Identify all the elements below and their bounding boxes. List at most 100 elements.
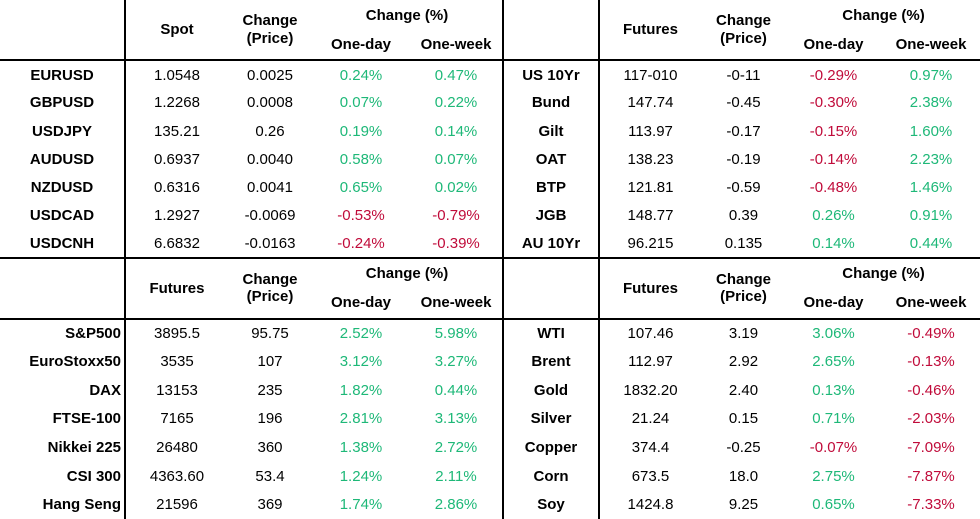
bond-rows: US 10Yr 117-010 -0-11 -0.29% 0.97% Bund 147.74… xyxy=(502,60,980,260)
one-week-pct-cell: 0.02% xyxy=(434,178,478,196)
col-header-one-week: One-week xyxy=(881,288,980,320)
table-row: US 10Yr 117-010 -0-11 -0.29% 0.97% xyxy=(502,60,980,89)
price-cell: 13153 xyxy=(156,381,198,399)
fx-header: Spot Change (Price) Change (%) One-day O… xyxy=(0,0,502,62)
table-row: USDJPY 135.21 0.26 0.19% 0.14% xyxy=(0,116,502,146)
one-week-pct-cell: -0.13% xyxy=(907,353,955,371)
col-header-change-price: Change (Price) xyxy=(701,258,786,320)
one-week-pct-cell: 0.44% xyxy=(434,381,478,399)
price-cell: 6.6832 xyxy=(125,229,228,260)
price-cell: 135.21 xyxy=(154,122,200,140)
col-header-change-pct: Change (%) xyxy=(365,265,449,283)
one-week-pct-cell: 3.27% xyxy=(434,353,478,371)
one-week-pct-cell: 2.38% xyxy=(909,94,953,112)
instrument-label: USDCNH xyxy=(0,229,126,260)
change-cell: 2.92 xyxy=(728,353,759,371)
one-day-pct-cell: 0.24% xyxy=(339,66,383,84)
price-cell: 1.2268 xyxy=(154,94,200,112)
table-row: NZDUSD 0.6316 0.0041 0.65% 0.02% xyxy=(0,173,502,202)
corner-cell xyxy=(502,0,600,62)
corner-cell xyxy=(0,0,126,62)
instrument-label: DAX xyxy=(0,375,126,405)
change-cell: 2.40 xyxy=(728,381,759,399)
change-cell: 9.25 xyxy=(728,496,759,514)
table-row: WTI 107.46 3.19 3.06% -0.49% xyxy=(502,318,980,348)
change-cell: 0.0040 xyxy=(247,150,293,168)
col-header-one-day: One-day xyxy=(312,30,410,62)
table-row: Soy 1424.8 9.25 0.65% -7.33% xyxy=(502,490,980,519)
table-row: GBPUSD 1.2268 0.0008 0.07% 0.22% xyxy=(0,88,502,117)
col-header-futures: Futures xyxy=(599,258,701,320)
instrument-label: FTSE-100 xyxy=(0,404,126,434)
col-header-change-price: Change (Price) xyxy=(228,258,312,320)
instrument-label: NZDUSD xyxy=(0,173,126,202)
one-day-pct-cell: -0.48% xyxy=(809,178,858,196)
table-row: Gold 1832.20 2.40 0.13% -0.46% xyxy=(502,375,980,405)
one-week-pct-cell: 1.60% xyxy=(909,122,953,140)
change-cell: 0.0008 xyxy=(247,94,293,112)
one-day-pct-cell: 2.81% xyxy=(339,410,383,428)
instrument-label: USDCAD xyxy=(0,201,126,230)
price-cell: 1832.20 xyxy=(623,381,678,399)
price-cell: 3535 xyxy=(160,353,194,371)
one-day-pct-cell: 1.38% xyxy=(339,438,383,456)
col-header-one-week: One-week xyxy=(881,30,980,62)
price-cell: 21596 xyxy=(156,496,198,514)
one-day-pct-cell: 0.07% xyxy=(339,94,383,112)
instrument-label: EuroStoxx50 xyxy=(0,347,126,376)
instrument-label: AUDUSD xyxy=(0,145,126,174)
one-day-pct-cell: 1.74% xyxy=(339,496,383,514)
table-row: EuroStoxx50 3535 107 3.12% 3.27% xyxy=(0,347,502,376)
instrument-label: Nikkei 225 xyxy=(0,433,126,462)
one-week-pct-cell: -0.49% xyxy=(907,324,955,342)
change-cell: -0.0069 xyxy=(244,207,296,225)
change-cell: 0.39 xyxy=(728,207,759,225)
instrument-label: Brent xyxy=(502,347,600,376)
table-row: Gilt 113.97 -0.17 -0.15% 1.60% xyxy=(502,116,980,146)
bonds-header: Futures Change (Price) Change (%) One-da… xyxy=(502,0,980,62)
bonds-commodities-table: Futures Change (Price) Change (%) One-da… xyxy=(502,0,980,519)
one-week-pct-cell: 3.13% xyxy=(434,410,478,428)
instrument-label: Hang Seng xyxy=(0,490,126,519)
one-week-pct-cell: 0.97% xyxy=(909,66,953,84)
change-cell: 0.26 xyxy=(255,122,285,140)
one-day-pct-cell: 2.75% xyxy=(812,467,855,485)
table-row: Hang Seng 21596 369 1.74% 2.86% xyxy=(0,490,502,519)
one-week-pct-cell: 2.72% xyxy=(434,438,478,456)
change-cell: 0.15 xyxy=(728,410,759,428)
one-day-pct-cell: 2.52% xyxy=(339,324,383,342)
change-cell: 0.0025 xyxy=(247,66,293,84)
table-row: CSI 300 4363.60 53.4 1.24% 2.11% xyxy=(0,461,502,491)
table-row: AUDUSD 0.6937 0.0040 0.58% 0.07% xyxy=(0,145,502,174)
col-header-change-pct: Change (%) xyxy=(365,6,449,24)
one-day-pct-cell: -0.07% xyxy=(809,438,858,456)
one-week-pct-cell: -7.87% xyxy=(907,467,955,485)
commodities-header: Futures Change (Price) Change (%) One-da… xyxy=(502,258,980,320)
corner-cell xyxy=(502,258,600,320)
table-row: Nikkei 225 26480 360 1.38% 2.72% xyxy=(0,433,502,462)
instrument-label: OAT xyxy=(502,145,600,174)
one-week-pct-cell: 0.47% xyxy=(434,66,478,84)
table-row: Bund 147.74 -0.45 -0.30% 2.38% xyxy=(502,88,980,117)
col-header-futures: Futures xyxy=(125,258,228,320)
price-cell: 673.5 xyxy=(631,467,670,485)
one-day-pct-cell: -0.15% xyxy=(809,122,858,140)
col-header-one-day: One-day xyxy=(312,288,410,320)
one-week-pct-cell: 0.91% xyxy=(909,207,953,225)
instrument-label: AU 10Yr xyxy=(502,229,600,260)
fx-rows: EURUSD 1.0548 0.0025 0.24% 0.47% GBPUSD 1.2268… xyxy=(0,60,502,260)
one-week-pct-cell: 0.22% xyxy=(434,94,478,112)
one-day-pct-cell: -0.30% xyxy=(809,94,858,112)
price-cell: 4363.60 xyxy=(149,467,205,485)
one-week-pct-cell: -0.46% xyxy=(907,381,955,399)
change-cell: 369 xyxy=(257,496,283,514)
one-day-pct-cell: 0.14% xyxy=(786,229,881,260)
one-week-pct-cell: -7.33% xyxy=(907,496,955,514)
table-row: DAX 13153 235 1.82% 0.44% xyxy=(0,375,502,405)
instrument-label: CSI 300 xyxy=(0,461,126,491)
one-week-pct-cell: 0.07% xyxy=(434,150,478,168)
price-cell: 117-010 xyxy=(623,66,678,84)
price-cell: 21.24 xyxy=(631,410,670,428)
change-cell: 196 xyxy=(257,410,283,428)
equity-header: Futures Change (Price) Change (%) One-da… xyxy=(0,258,502,320)
